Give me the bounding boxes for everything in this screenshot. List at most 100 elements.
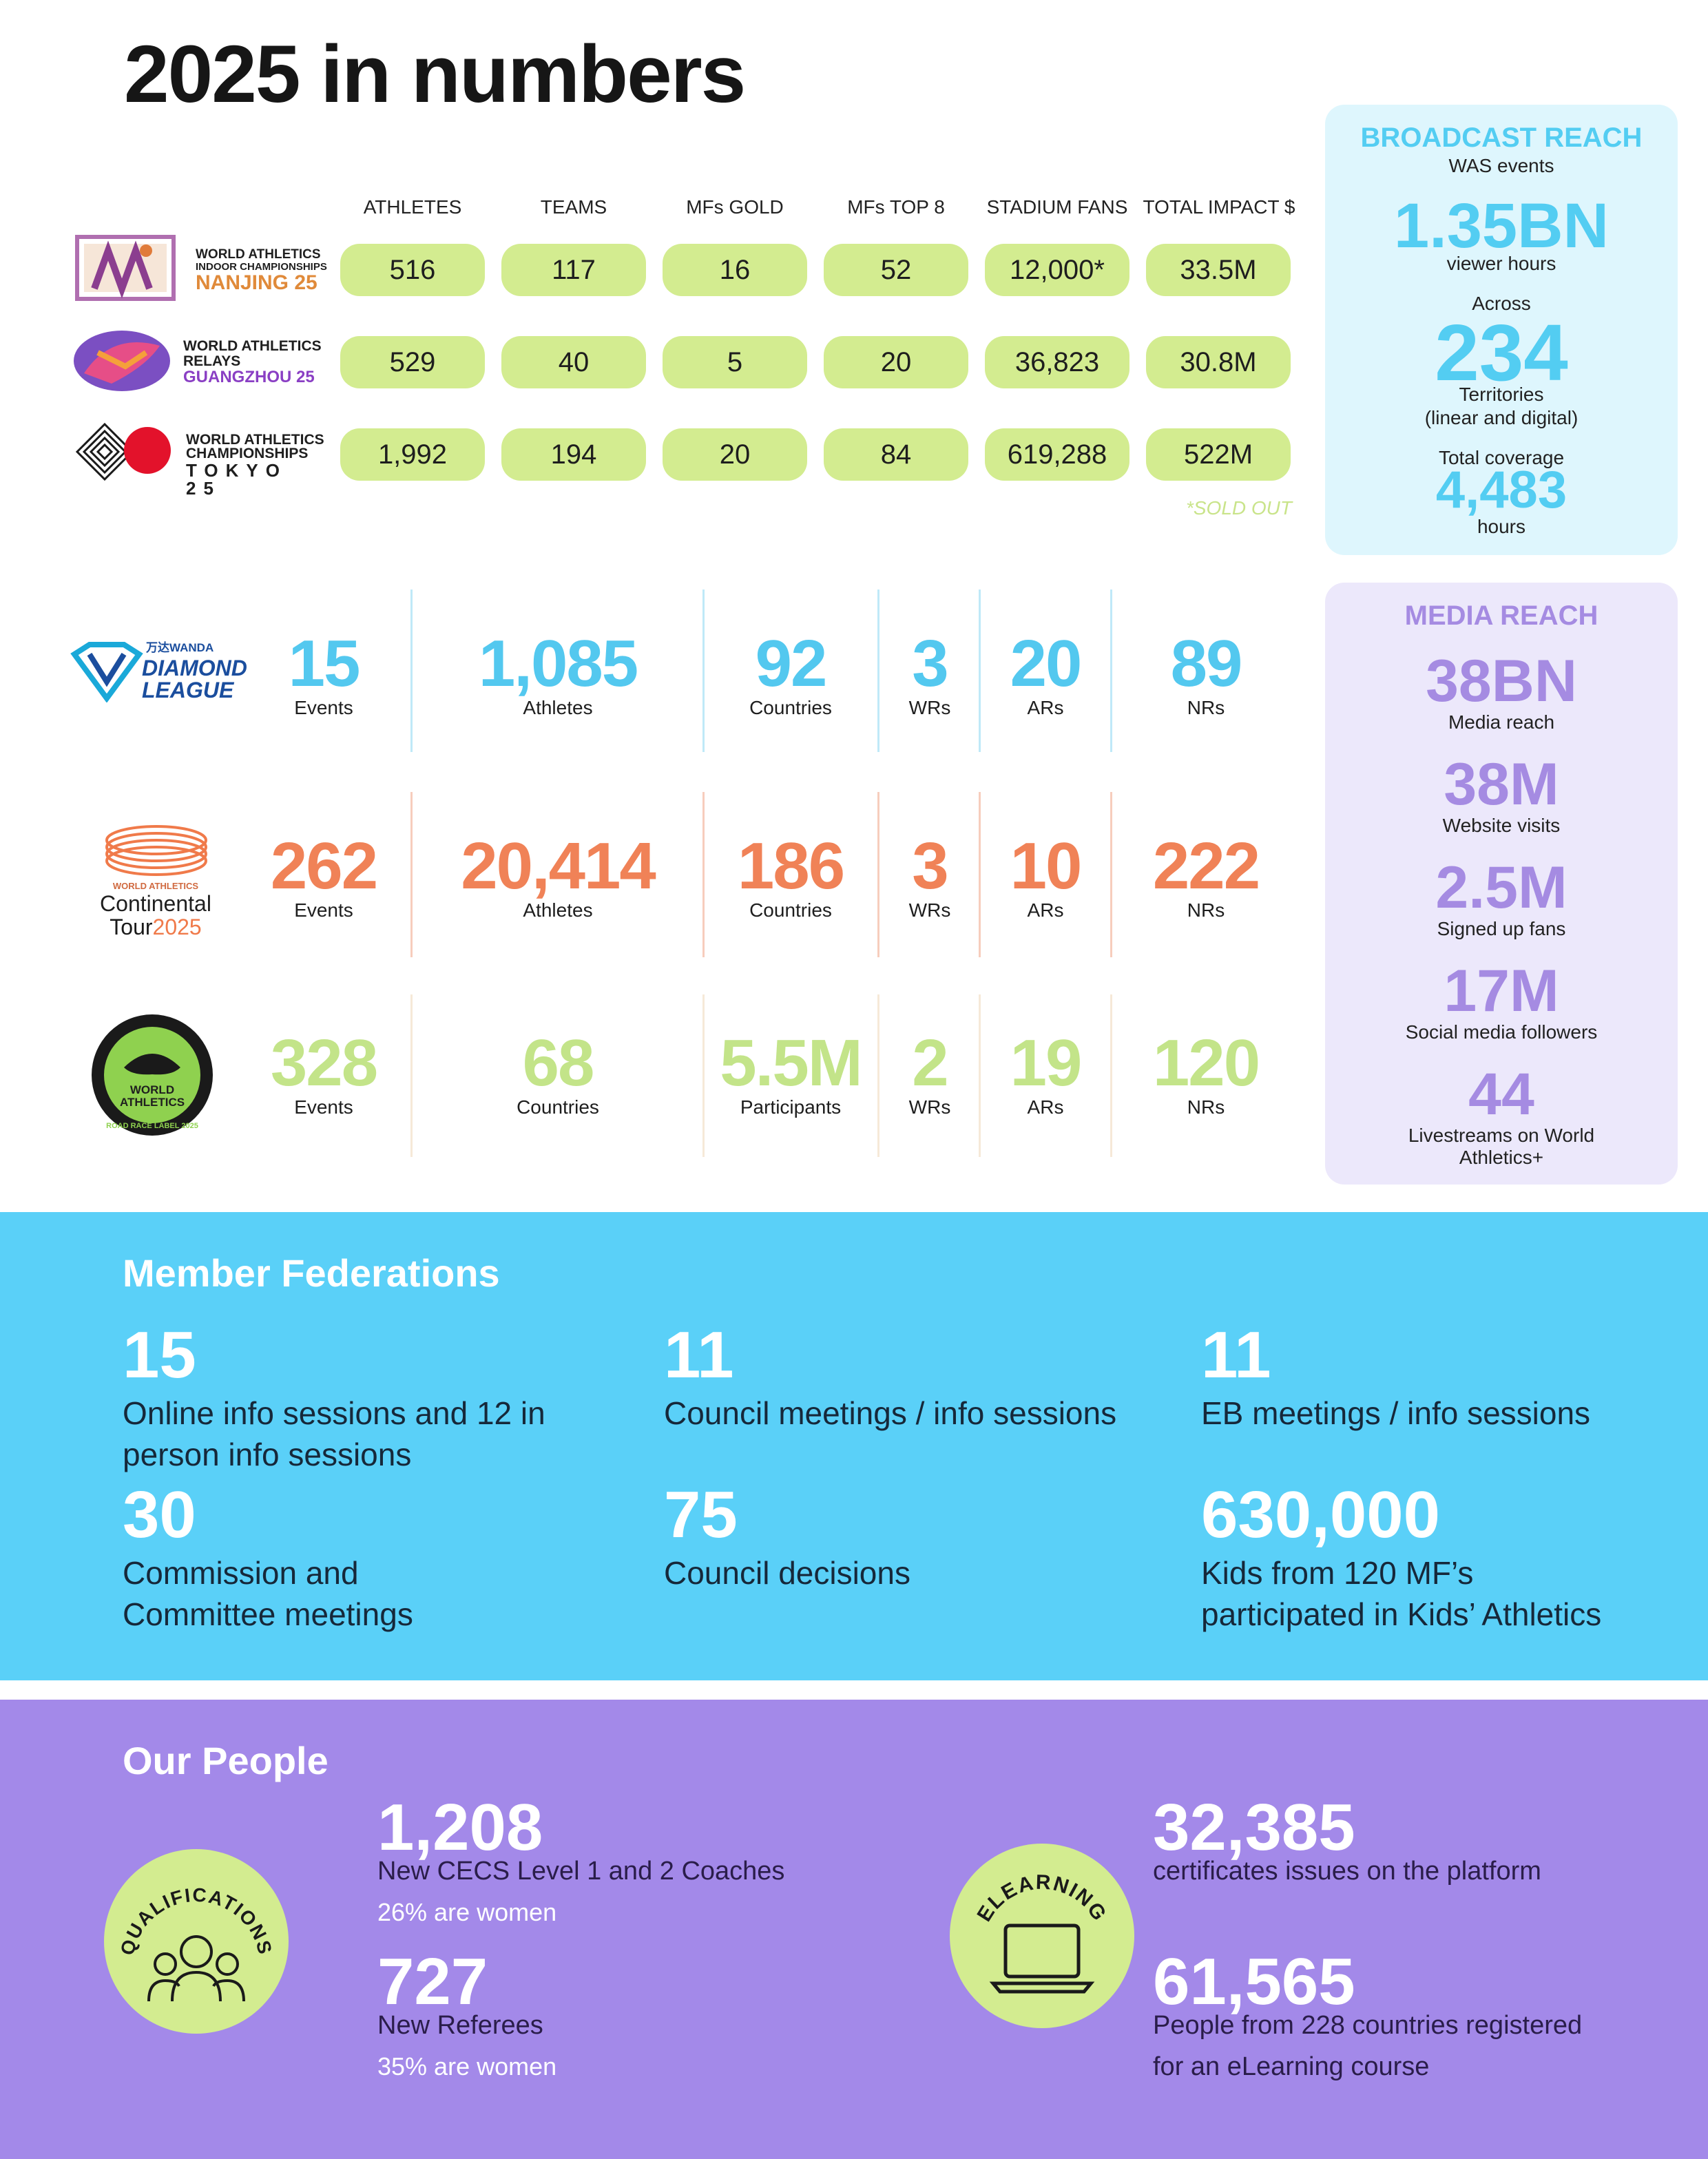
elearning-people-value: 61,565 [1153,1945,1355,2019]
diamond-league-logo-line2: DIAMOND [142,656,247,680]
tokyo-stadium-fans-value: 619,288 [985,428,1129,481]
nanjing-athletes-value: 516 [340,244,485,296]
viewer-hours-label: viewer hours [1446,253,1556,274]
mf-council-meetings-value: 11 [664,1318,734,1392]
mf-commission-meetings-line2: Committee meetings [123,1596,413,1632]
diamond-league-logo: 万达WANDA DIAMOND LEAGUE [69,634,248,702]
mf-kids-athletics-line2: participated in Kids’ Athletics [1201,1596,1602,1632]
diamond-countries-value: 92 [755,627,828,700]
tokyo-logo-line3: TOKYO 25 [186,460,287,499]
road-race-countries-label: Countries [517,1096,599,1118]
continental-tour-rings-icon [105,825,207,876]
continental-tour-logo-line2: Continental [100,891,211,916]
continental-events-label: Events [294,899,353,921]
diamond-wrs-value: 3 [912,627,948,700]
nanjing-indoor-championships-logo: WORLD ATHLETICS INDOOR CHAMPIONSHIPS NAN… [70,230,332,306]
mf-council-meetings-label: Council meetings / info sessions [664,1395,1117,1431]
our-people-title: Our People [123,1739,329,1782]
website-visits-value: 38M [1444,751,1559,817]
continental-events-value: 262 [270,829,378,903]
continental-tour-logo: WORLD ATHLETICS Continental Tour2025 [87,820,225,940]
elearning-people-line2: for an eLearning course [1153,2052,1430,2081]
continental-ars-value: 10 [1010,829,1083,903]
sold-out-footnote: *SOLD OUT [1185,497,1292,519]
guangzhou-relays-logo: WORLD ATHLETICS RELAYS GUANGZHOU 25 [70,325,332,401]
nanjing-logo-line2: INDOOR CHAMPIONSHIPS [196,261,327,273]
diamond-events-label: Events [294,697,353,718]
road-race-badge-icon [92,1014,213,1136]
diamond-league-logo-line3: LEAGUE [142,678,234,702]
road-race-logo-line1: WORLD [129,1083,175,1096]
column-divider [702,792,705,957]
column-divider [1110,994,1112,1157]
nanjing-logo-line1: WORLD ATHLETICS [196,247,321,262]
coaches-women-note: 26% are women [377,1898,557,1926]
media-reach-panel: MEDIA REACH 38BN Media reach 38M Website… [1325,583,1678,1185]
road-race-label-logo: WORLD ATHLETICS ROAD RACE LABEL 2025 [90,1012,215,1138]
media-title: MEDIA REACH [1404,601,1598,631]
diamond-ars-value: 20 [1010,627,1083,700]
road-race-logo-line2: ATHLETICS [119,1096,185,1109]
mf-commission-meetings-value: 30 [123,1478,196,1552]
nanjing-total-impact-value: 33.5M [1146,244,1291,296]
continental-athletes-label: Athletes [523,899,593,921]
guangzhou-athletes-value: 529 [340,336,485,388]
continental-tour-logo-year: 2025 [152,915,202,939]
continental-wrs-label: WRs [908,899,951,921]
certificates-label: certificates issues on the platform [1153,1857,1541,1886]
broadcast-subtitle: WAS events [1448,155,1554,176]
diamond-countries-label: Countries [749,697,832,718]
column-divider [1110,590,1112,752]
column-divider [979,792,981,957]
tokyo-mfs-top8-value: 84 [824,428,968,481]
continental-nrs-value: 222 [1152,829,1260,903]
road-race-events-value: 328 [270,1026,378,1100]
guangzhou-teams-value: 40 [501,336,646,388]
certificates-value: 32,385 [1153,1791,1355,1864]
diamond-league-logo-sponsor: 万达WANDA [146,641,214,654]
mf-online-sessions-value: 15 [123,1318,196,1392]
diamond-nrs-label: NRs [1187,697,1225,718]
tokyo-total-impact-value: 522M [1146,428,1291,481]
continental-tour-logo-line3: Tour2025 [87,915,225,940]
signed-up-fans-label: Signed up fans [1437,918,1566,939]
column-divider [702,994,705,1157]
diamond-icon [70,642,143,702]
column-header-mfs-top8: MFs TOP 8 [847,196,945,218]
diamond-events-value: 15 [288,627,361,700]
column-header-teams: TEAMS [540,196,607,218]
mf-kids-athletics-value: 630,000 [1201,1478,1441,1552]
column-divider [410,994,413,1157]
nanjing-emblem-icon [75,235,176,301]
coverage-value: 4,483 [1435,461,1568,519]
mf-eb-meetings-value: 11 [1201,1318,1271,1392]
diamond-nrs-value: 89 [1170,627,1243,700]
coverage-unit: hours [1477,516,1526,537]
member-federations-section: Member Federations 15 Online info sessio… [0,1212,1708,1680]
column-header-mfs-gold: MFs GOLD [686,196,784,218]
column-divider [877,590,879,752]
viewer-hours-value: 1.35BN [1394,191,1609,261]
referees-label: New Referees [377,2011,543,2040]
tokyo-mfs-gold-value: 20 [663,428,807,481]
column-divider [979,994,981,1157]
road-race-participants-label: Participants [740,1096,842,1118]
elearning-laptop-icon: ELEARNING [950,1844,1134,2028]
nanjing-logo-line3: NANJING 25 [196,271,317,294]
mf-kids-athletics-line1: Kids from 120 MF’s [1201,1555,1474,1591]
signed-up-fans-value: 2.5M [1435,855,1568,921]
guangzhou-total-impact-value: 30.8M [1146,336,1291,388]
diamond-athletes-value: 1,085 [478,627,638,700]
guangzhou-mfs-gold-value: 5 [663,336,807,388]
mf-council-decisions-label: Council decisions [664,1555,910,1591]
mf-council-decisions-value: 75 [664,1478,738,1552]
livestreams-label-line2: Athletics+ [1459,1147,1544,1168]
media-reach-value: 38BN [1426,648,1577,714]
diamond-athletes-label: Athletes [523,697,593,718]
tokyo-emblem-icon [75,422,171,481]
elearning-people-line1: People from 228 countries registered [1153,2011,1583,2040]
our-people-section: Our People QUALIFICATIONS 1,208 New CECS… [0,1700,1708,2159]
mf-eb-meetings-label: EB meetings / info sessions [1201,1395,1591,1431]
broadcast-reach-panel: BROADCAST REACH WAS events 1.35BN viewer… [1325,105,1678,555]
continental-wrs-value: 3 [912,829,948,903]
